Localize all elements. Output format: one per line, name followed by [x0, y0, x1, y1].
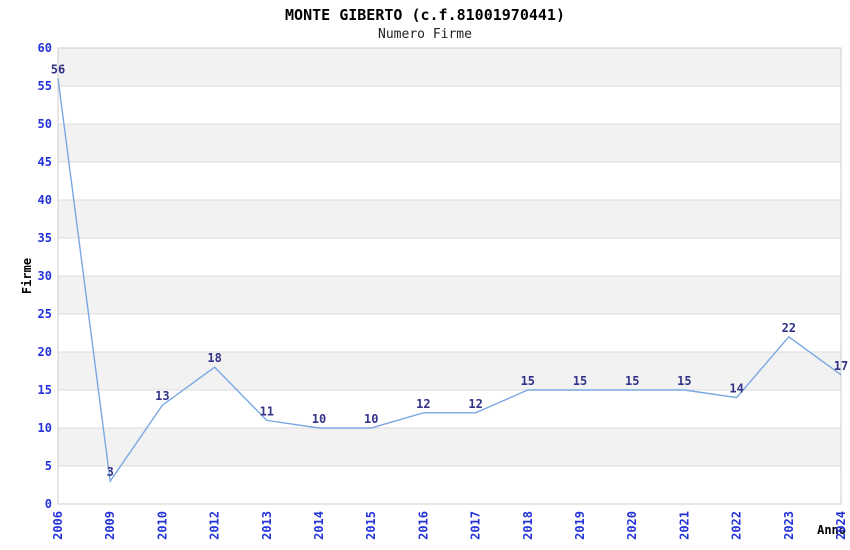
- y-tick-label: 25: [38, 307, 52, 321]
- data-label: 15: [677, 374, 691, 388]
- x-tick-label: 2016: [416, 511, 430, 540]
- x-axis-title: Anno: [817, 523, 846, 537]
- data-label: 18: [207, 351, 221, 365]
- y-tick-label: 50: [38, 117, 52, 131]
- x-tick-label: 2017: [469, 511, 483, 540]
- data-label: 10: [364, 412, 378, 426]
- x-tick-label: 2019: [573, 511, 587, 540]
- y-tick-label: 0: [45, 497, 52, 511]
- chart-title: MONTE GIBERTO (c.f.81001970441): [285, 6, 565, 24]
- y-tick-label: 45: [38, 155, 52, 169]
- x-tick-label: 2014: [312, 511, 326, 540]
- x-tick-label: 2024: [834, 511, 848, 540]
- data-label: 15: [573, 374, 587, 388]
- x-tick-label: 2018: [521, 511, 535, 540]
- y-tick-label: 20: [38, 345, 52, 359]
- data-label: 11: [260, 404, 274, 418]
- y-tick-label: 55: [38, 79, 52, 93]
- data-label: 13: [155, 389, 169, 403]
- plot-band: [58, 124, 841, 162]
- y-tick-label: 30: [38, 269, 52, 283]
- data-label: 15: [521, 374, 535, 388]
- y-tick-label: 5: [45, 459, 52, 473]
- x-tick-label: 2013: [260, 511, 274, 540]
- x-tick-label: 2020: [625, 511, 639, 540]
- x-tick-label: 2010: [155, 511, 169, 540]
- data-label: 12: [416, 397, 430, 411]
- plot-band: [58, 48, 841, 86]
- data-label: 10: [312, 412, 326, 426]
- x-tick-label: 2022: [730, 511, 744, 540]
- data-label: 56: [51, 62, 65, 76]
- data-label: 17: [834, 359, 848, 373]
- x-tick-label: 2021: [677, 511, 691, 540]
- x-tick-label: 2015: [364, 511, 378, 540]
- data-label: 3: [107, 465, 114, 479]
- plot-band: [58, 428, 841, 466]
- plot-band: [58, 200, 841, 238]
- y-tick-label: 15: [38, 383, 52, 397]
- data-label: 22: [782, 321, 796, 335]
- data-label: 12: [468, 397, 482, 411]
- x-tick-label: 2012: [208, 511, 222, 540]
- plot-border: [57, 47, 842, 505]
- y-tick-label: 60: [38, 41, 52, 55]
- x-tick-label: 2023: [782, 511, 796, 540]
- y-tick-label: 35: [38, 231, 52, 245]
- series-line: [57, 78, 842, 484]
- y-tick-label: 10: [38, 421, 52, 435]
- x-tick-label: 2009: [103, 511, 117, 540]
- x-tick-label: 2006: [51, 511, 65, 540]
- y-tick-label: 40: [38, 193, 52, 207]
- data-label: 15: [625, 374, 639, 388]
- data-label: 14: [729, 382, 743, 396]
- chart-subtitle: Numero Firme: [378, 27, 472, 42]
- plot-band: [58, 276, 841, 314]
- plot-band: [58, 352, 841, 390]
